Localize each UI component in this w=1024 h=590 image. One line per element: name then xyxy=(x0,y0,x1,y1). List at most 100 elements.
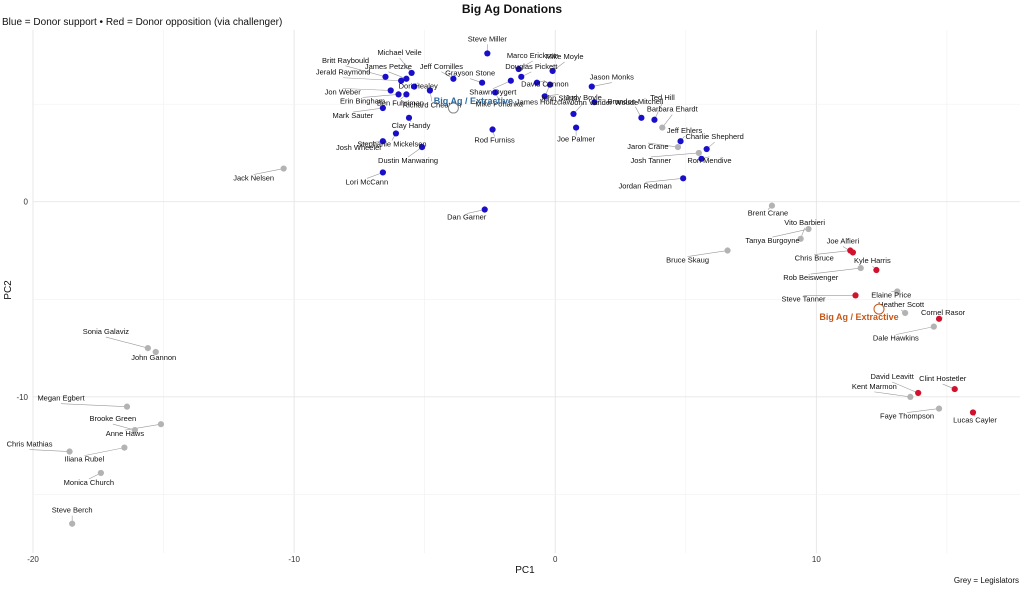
point-label: John Shirts xyxy=(540,93,578,102)
data-point-legislator xyxy=(157,421,165,428)
data-point-support xyxy=(573,124,580,131)
label-leader-line xyxy=(399,57,412,74)
data-point-oppose xyxy=(915,389,922,397)
data-point-legislator xyxy=(894,288,901,295)
x-axis-title: PC1 xyxy=(515,565,535,576)
point-label: Megan Egbert xyxy=(37,394,85,403)
point-label: Lori McCann xyxy=(346,177,389,186)
data-point-support xyxy=(518,73,525,80)
point-label: Joe Alfieri xyxy=(827,236,860,245)
data-point-support xyxy=(591,99,598,106)
point-label: Rod Furniss xyxy=(474,136,515,145)
axis-ticks: -20 -10 0 10 0 -10 xyxy=(16,198,821,564)
data-point-legislator xyxy=(152,348,159,356)
point-label: Shawn Dygert xyxy=(469,88,517,97)
point-label: Mike Pohanka xyxy=(475,99,523,108)
data-point-oppose xyxy=(969,409,977,416)
label-leader-line xyxy=(892,381,919,394)
point-label: Joe Palmer xyxy=(557,135,595,144)
data-point-support xyxy=(484,50,491,57)
label-leader-line xyxy=(362,94,399,98)
point-label: Brandon Mitchell xyxy=(607,97,663,106)
data-point-support xyxy=(418,143,426,151)
point-label: Jerald Raymond xyxy=(316,68,371,77)
data-point-legislator xyxy=(123,403,131,410)
point-label: Jeff Ehlers xyxy=(667,126,703,135)
data-point-legislator xyxy=(674,143,682,151)
point-label: Josh Wheeler xyxy=(336,143,382,152)
centroid-marker-oppose xyxy=(873,303,885,315)
point-label: Michael Veile xyxy=(378,48,422,57)
data-point-support xyxy=(411,83,418,90)
data-point-support xyxy=(379,138,386,145)
point-label: Iliana Rubel xyxy=(65,455,105,464)
point-label: Lucas Cayler xyxy=(953,415,997,424)
label-leader-line xyxy=(342,88,391,91)
data-point-support xyxy=(651,116,658,123)
data-point-legislator xyxy=(724,247,731,254)
y-tick-label: 0 xyxy=(24,198,29,207)
point-label: David Cannon xyxy=(521,80,569,89)
data-point-support xyxy=(481,206,488,213)
point-label: Bruce Skaug xyxy=(666,256,709,265)
data-point-legislator xyxy=(69,520,76,527)
data-point-support xyxy=(379,104,386,112)
label-leader-line xyxy=(124,423,161,431)
centroid-marker-support xyxy=(447,102,459,114)
data-point-support xyxy=(541,93,548,100)
label-leader-line xyxy=(343,77,402,82)
data-point-oppose xyxy=(849,249,856,256)
label-leader-line xyxy=(810,267,861,275)
point-label: Jon Weber xyxy=(325,87,362,96)
data-point-support xyxy=(492,89,499,96)
label-leader-line xyxy=(29,449,70,452)
data-point-legislator xyxy=(121,444,128,451)
data-point-legislator xyxy=(768,202,776,209)
point-label: Steve Berch xyxy=(52,506,93,515)
data-point-support xyxy=(479,79,486,86)
point-label: Anne Haws xyxy=(106,429,145,438)
label-leader-line xyxy=(591,82,612,87)
data-point-legislator xyxy=(659,124,666,131)
point-label: Chris Bruce xyxy=(795,254,834,263)
data-point-legislator xyxy=(131,426,138,434)
point-label: Dan Garner xyxy=(447,213,487,222)
label-leader-line xyxy=(874,391,911,398)
point-label: Jaron Crane xyxy=(627,142,668,151)
data-point-support xyxy=(703,145,710,153)
data-point-support xyxy=(408,69,415,77)
label-leader-line xyxy=(654,102,663,120)
point-label: Chris Mathias xyxy=(7,440,53,449)
point-label: Barbara Ehardt xyxy=(647,105,699,114)
point-label: Steve Miller xyxy=(468,34,508,43)
data-point-support xyxy=(398,77,405,84)
point-label: Kyle Harris xyxy=(854,256,891,265)
label-leader-line xyxy=(814,250,851,255)
point-label: Sonia Galaviz xyxy=(83,327,130,336)
x-tick-label: 10 xyxy=(812,555,821,564)
data-point-legislator xyxy=(805,225,812,233)
data-point-legislator xyxy=(66,448,73,455)
point-label: James Holtzclaw xyxy=(516,98,573,107)
point-label: Jason Monks xyxy=(590,73,634,82)
label-leader-line xyxy=(645,178,684,183)
data-point-support xyxy=(403,75,410,82)
grid-lines xyxy=(32,30,1020,553)
point-label: Douglas Pickett xyxy=(505,62,558,71)
data-point-legislator xyxy=(935,405,943,412)
centroid-label-support: Big Ag / Extractive xyxy=(434,96,513,106)
point-label: Jordan Redman xyxy=(618,181,671,190)
data-point-oppose xyxy=(873,266,880,274)
data-point-support xyxy=(405,114,413,121)
label-leader-line xyxy=(84,447,125,456)
point-label: Dale Hawkins xyxy=(873,334,919,343)
data-point-support xyxy=(638,114,645,121)
data-point-support xyxy=(546,81,554,88)
data-point-support xyxy=(515,65,522,73)
label-leader-line xyxy=(907,408,940,413)
data-point-support xyxy=(570,110,577,118)
point-label: Brent Crane xyxy=(748,209,788,218)
data-point-legislator xyxy=(144,344,151,352)
point-label: Clint Hostetler xyxy=(919,374,967,383)
point-label: Clay Handy xyxy=(392,121,431,130)
